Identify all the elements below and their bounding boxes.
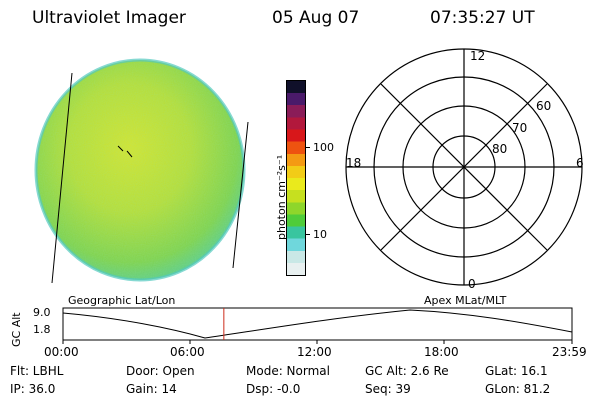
- lat-label-60: 60: [536, 99, 551, 113]
- time-label: 07:35:27 UT: [430, 8, 535, 28]
- param-gain: Gain: 14: [126, 382, 177, 396]
- x-tick-1200: 12:00: [297, 345, 332, 359]
- lat-label-80: 80: [492, 142, 507, 156]
- param-dsp: Dsp: -0.0: [246, 382, 301, 396]
- apex-label: Apex MLat/MLT: [424, 294, 507, 307]
- colorbar-tick-100: 100: [313, 141, 334, 154]
- mlt-label-right: 6: [576, 156, 584, 170]
- mlt-label-left: 18: [346, 156, 361, 170]
- x-tick-0600: 06:00: [170, 345, 205, 359]
- timeline-y-top: 9.0: [33, 306, 51, 319]
- param-mode: Mode: Normal: [246, 364, 330, 378]
- x-tick-2359: 23:59: [552, 345, 587, 359]
- timeline-y-bottom: 1.8: [33, 323, 51, 336]
- param-door: Door: Open: [126, 364, 195, 378]
- x-tick-1800: 18:00: [424, 345, 459, 359]
- param-glon: GLon: 81.2: [485, 382, 551, 396]
- x-tick-0000: 00:00: [44, 345, 79, 359]
- param-seq: Seq: 39: [365, 382, 411, 396]
- instrument-title: Ultraviolet Imager: [32, 8, 186, 28]
- terminator-line-right: [232, 121, 249, 269]
- geographic-label: Geographic Lat/Lon: [68, 294, 176, 307]
- color-scale-bar: [286, 80, 306, 276]
- param-gc-alt: GC Alt: 2.6 Re: [365, 364, 449, 378]
- lat-label-70: 70: [512, 121, 527, 135]
- param-filter: Flt: LBHL: [10, 364, 64, 378]
- param-ip: IP: 36.0: [10, 382, 56, 396]
- altitude-curve: [62, 309, 573, 339]
- colorbar-tick-mark-10: [305, 234, 310, 235]
- date-label: 05 Aug 07: [272, 8, 360, 28]
- colorbar-tick-mark-100: [305, 147, 310, 148]
- mlt-label-bottom: 0: [468, 277, 476, 291]
- mlt-label-top: 12: [470, 49, 485, 63]
- terminator-line-left: [51, 72, 73, 284]
- colorbar-tick-10: 10: [313, 228, 327, 241]
- param-glat: GLat: 16.1: [485, 364, 548, 378]
